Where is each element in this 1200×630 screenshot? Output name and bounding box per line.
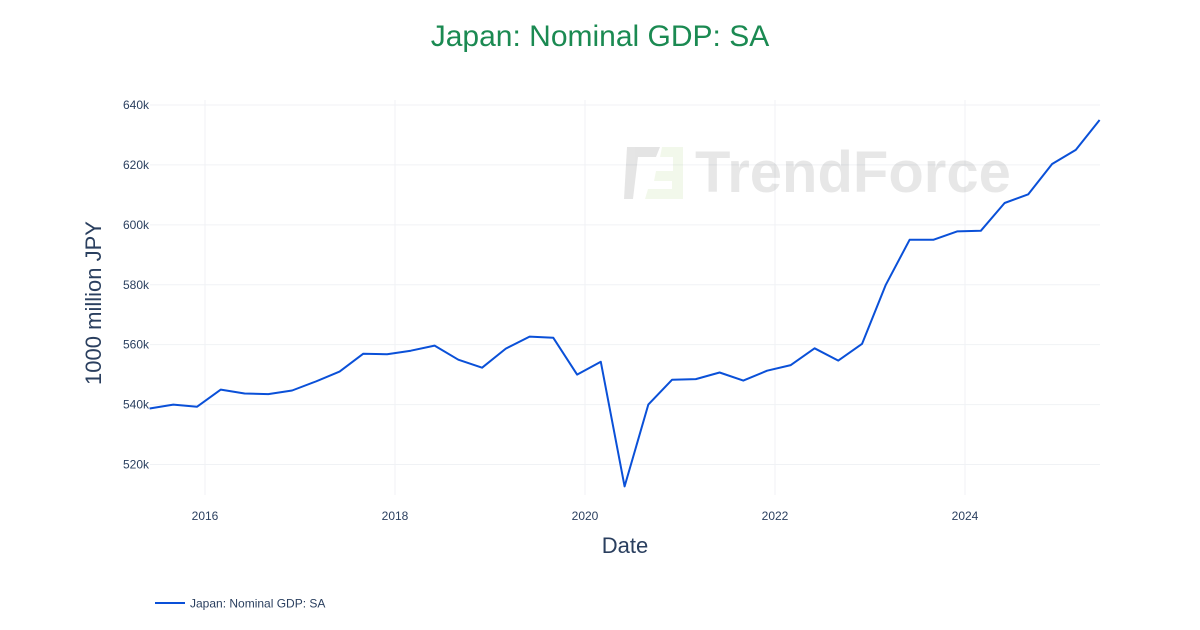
data-point[interactable] xyxy=(645,402,651,408)
data-point[interactable] xyxy=(170,402,176,408)
data-point[interactable] xyxy=(669,377,675,383)
chart-title: Japan: Nominal GDP: SA xyxy=(430,20,770,53)
data-point[interactable] xyxy=(883,282,889,288)
data-point[interactable] xyxy=(1049,161,1055,167)
data-point[interactable] xyxy=(527,334,533,340)
y-tick-label: 620k xyxy=(123,158,150,172)
y-axis-title: 1000 million JPY xyxy=(81,221,106,385)
data-point[interactable] xyxy=(907,237,913,243)
x-tick-label: 2022 xyxy=(762,509,789,523)
data-point[interactable] xyxy=(479,365,485,371)
data-point[interactable] xyxy=(740,378,746,384)
data-point[interactable] xyxy=(408,348,414,354)
y-tick-label: 600k xyxy=(123,218,150,232)
data-point[interactable] xyxy=(384,351,390,357)
series-line-japan-nominal-gdp xyxy=(149,119,1101,488)
y-tick-label: 560k xyxy=(123,338,150,352)
data-point[interactable] xyxy=(432,343,438,349)
x-tick-label: 2018 xyxy=(382,509,409,523)
data-point[interactable] xyxy=(788,362,794,368)
data-point[interactable] xyxy=(265,391,271,397)
data-point[interactable] xyxy=(455,357,461,363)
data-point[interactable] xyxy=(503,346,509,352)
watermark-mark-icon xyxy=(624,147,683,199)
y-tick-label: 640k xyxy=(123,98,150,112)
x-axis-title: Date xyxy=(602,533,648,558)
data-point[interactable] xyxy=(574,372,580,378)
data-point[interactable] xyxy=(550,335,556,341)
y-tick-label: 580k xyxy=(123,278,150,292)
data-point[interactable] xyxy=(242,391,248,397)
data-point[interactable] xyxy=(218,387,224,393)
data-point[interactable] xyxy=(835,358,841,364)
data-point[interactable] xyxy=(1025,191,1031,197)
data-point[interactable] xyxy=(194,404,200,410)
data-point[interactable] xyxy=(764,368,770,374)
data-point[interactable] xyxy=(859,341,865,347)
data-point[interactable] xyxy=(1073,147,1079,153)
x-tick-label: 2020 xyxy=(572,509,599,523)
x-tick-label: 2016 xyxy=(192,509,219,523)
data-point[interactable] xyxy=(1002,200,1008,206)
data-point[interactable] xyxy=(930,237,936,243)
data-point[interactable] xyxy=(693,376,699,382)
watermark-logo: TrendForce xyxy=(695,140,1011,205)
data-point[interactable] xyxy=(1097,117,1103,123)
data-point[interactable] xyxy=(622,483,628,489)
y-tick-label: 520k xyxy=(123,458,150,472)
y-tick-label: 540k xyxy=(123,398,150,412)
legend-label: Japan: Nominal GDP: SA xyxy=(190,597,325,611)
x-tick-label: 2024 xyxy=(952,509,979,523)
data-point[interactable] xyxy=(717,370,723,376)
data-point[interactable] xyxy=(313,379,319,385)
data-point[interactable] xyxy=(954,228,960,234)
legend-item[interactable]: Japan: Nominal GDP: SA xyxy=(155,597,325,611)
data-point[interactable] xyxy=(337,369,343,375)
data-point[interactable] xyxy=(289,388,295,394)
data-point[interactable] xyxy=(978,228,984,234)
data-point[interactable] xyxy=(360,351,366,357)
data-point[interactable] xyxy=(812,345,818,351)
data-point[interactable] xyxy=(598,359,604,365)
gridlines xyxy=(150,100,1100,495)
data-point[interactable] xyxy=(147,405,153,411)
